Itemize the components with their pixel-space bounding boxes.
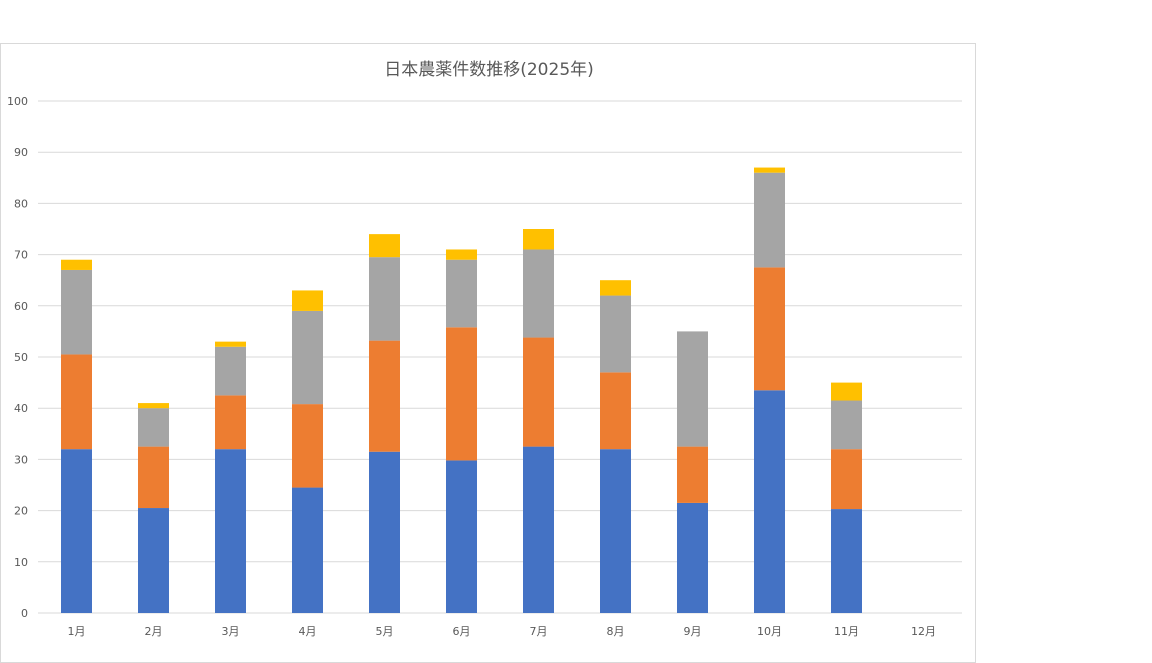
bar-segment bbox=[138, 446, 169, 509]
bar-segment bbox=[523, 249, 554, 338]
bar-segment bbox=[138, 408, 169, 447]
bar-segment bbox=[61, 449, 92, 613]
bar-segment bbox=[61, 354, 92, 450]
x-tick-label: 3月 bbox=[222, 625, 240, 638]
bar-segment bbox=[831, 400, 862, 450]
bar-segment bbox=[523, 446, 554, 613]
x-tick-label: 4月 bbox=[299, 625, 317, 638]
bar-segment bbox=[369, 340, 400, 452]
bar-segment bbox=[446, 460, 477, 613]
x-tick-label: 8月 bbox=[607, 625, 625, 638]
bar-segment bbox=[215, 395, 246, 450]
bar-segment bbox=[677, 331, 708, 447]
bar-segment bbox=[369, 451, 400, 613]
bar-segment bbox=[369, 234, 400, 258]
bar-segment bbox=[369, 257, 400, 341]
bars bbox=[61, 167, 862, 613]
y-axis-tick-labels: 0 10 20 30 40 50 60 70 80 90 100 bbox=[7, 95, 28, 620]
x-axis-tick-labels: 1月 2月 3月 4月 5月 6月 7月 8月 9月 10月 11月 12月 bbox=[68, 625, 937, 638]
x-tick-label: 9月 bbox=[684, 625, 702, 638]
y-tick-label: 60 bbox=[14, 300, 28, 313]
bar-segment bbox=[600, 449, 631, 613]
bar-segment bbox=[600, 372, 631, 450]
chart-title: 日本農薬件数推移(2025年) bbox=[384, 60, 594, 80]
y-tick-label: 40 bbox=[14, 402, 28, 415]
bar-segment bbox=[754, 267, 785, 391]
y-tick-label: 0 bbox=[21, 607, 28, 620]
bar-segment bbox=[215, 449, 246, 613]
x-tick-label: 2月 bbox=[145, 625, 163, 638]
y-tick-label: 70 bbox=[14, 249, 28, 262]
x-tick-label: 11月 bbox=[834, 625, 859, 638]
bar-segment bbox=[138, 403, 169, 409]
bar-segment bbox=[446, 259, 477, 328]
x-tick-label: 6月 bbox=[453, 625, 471, 638]
gridlines bbox=[38, 100, 962, 614]
bar-segment bbox=[523, 337, 554, 447]
stacked-bar-chart: 日本農薬件数推移(2025年) 0 10 20 30 40 50 60 70 80 90 100 1… bbox=[7, 60, 962, 638]
x-tick-label: 7月 bbox=[530, 625, 548, 638]
y-tick-label: 80 bbox=[14, 197, 28, 210]
y-tick-label: 20 bbox=[14, 505, 28, 518]
y-tick-label: 10 bbox=[14, 556, 28, 569]
bar-segment bbox=[600, 280, 631, 296]
y-tick-label: 30 bbox=[14, 453, 28, 466]
x-tick-label: 10月 bbox=[757, 625, 782, 638]
bar-segment bbox=[754, 390, 785, 613]
y-tick-label: 100 bbox=[7, 95, 28, 108]
bar-segment bbox=[61, 269, 92, 355]
bar-segment bbox=[292, 310, 323, 405]
x-tick-label: 1月 bbox=[68, 625, 86, 638]
bar-segment bbox=[446, 327, 477, 461]
bar-segment bbox=[754, 167, 785, 173]
y-tick-label: 90 bbox=[14, 146, 28, 159]
bar-segment bbox=[292, 290, 323, 311]
bar-segment bbox=[754, 172, 785, 268]
bar-segment bbox=[138, 508, 169, 613]
bar-segment bbox=[831, 449, 862, 510]
bar-segment bbox=[215, 346, 246, 396]
y-tick-label: 50 bbox=[14, 351, 28, 364]
bar-segment bbox=[831, 382, 862, 401]
x-tick-label: 5月 bbox=[376, 625, 394, 638]
bar-segment bbox=[600, 295, 631, 373]
bar-segment bbox=[677, 446, 708, 503]
bar-segment bbox=[677, 502, 708, 613]
bar-segment bbox=[61, 259, 92, 270]
bar-segment bbox=[446, 249, 477, 260]
bar-segment bbox=[831, 509, 862, 613]
bar-segment bbox=[292, 404, 323, 488]
x-tick-label: 12月 bbox=[911, 625, 936, 638]
bar-segment bbox=[215, 341, 246, 347]
bar-segment bbox=[523, 229, 554, 250]
bar-segment bbox=[292, 487, 323, 613]
